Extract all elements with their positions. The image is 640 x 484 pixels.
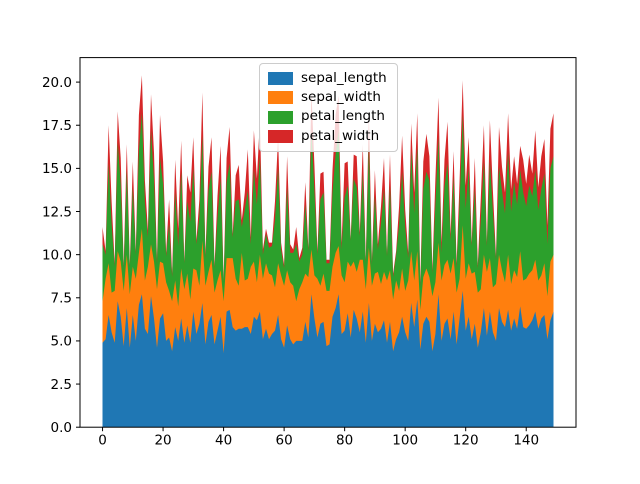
- legend-entry: petal_width: [268, 128, 389, 145]
- legend-swatch-sepal-width-icon: [268, 91, 293, 105]
- x-tick-label: 80: [336, 433, 353, 449]
- axes-spines: [79, 57, 577, 428]
- legend-entry: sepal_length: [268, 70, 389, 87]
- x-tick-label: 120: [453, 433, 479, 449]
- legend-swatch-sepal-length-icon: [268, 72, 293, 85]
- legend-swatch-petal-length-icon: [268, 110, 293, 124]
- y-tick-label: 2.5: [51, 377, 72, 393]
- y-tick-label: 12.5: [42, 204, 72, 220]
- y-tick-label: 15.0: [42, 161, 72, 177]
- legend-label: petal_width: [301, 127, 380, 144]
- x-tick-label: 140: [513, 433, 539, 449]
- x-tick-label: 100: [392, 433, 418, 449]
- legend-entry: petal_length: [268, 109, 389, 126]
- y-tick-label: 5.0: [51, 334, 72, 350]
- x-tick-label: 60: [276, 433, 293, 449]
- legend-label: sepal_length: [301, 69, 387, 86]
- legend-label: petal_length: [301, 108, 385, 125]
- y-tick-label: 17.5: [42, 118, 72, 134]
- y-tick-label: 7.5: [51, 291, 72, 307]
- x-tick-label: 0: [98, 433, 107, 449]
- y-tick-label: 20.0: [42, 75, 72, 91]
- legend-entry: sepal_width: [268, 89, 389, 106]
- chart-legend: sepal_length sepal_width petal_length pe…: [259, 63, 398, 152]
- x-tick-label: 20: [154, 433, 171, 449]
- x-tick-label: 40: [215, 433, 232, 449]
- y-tick-label: 10.0: [42, 247, 72, 263]
- legend-swatch-petal-width-icon: [268, 129, 293, 143]
- legend-label: sepal_width: [301, 89, 381, 106]
- area-sepal_length: [102, 290, 554, 428]
- y-tick-label: 0.0: [51, 420, 72, 436]
